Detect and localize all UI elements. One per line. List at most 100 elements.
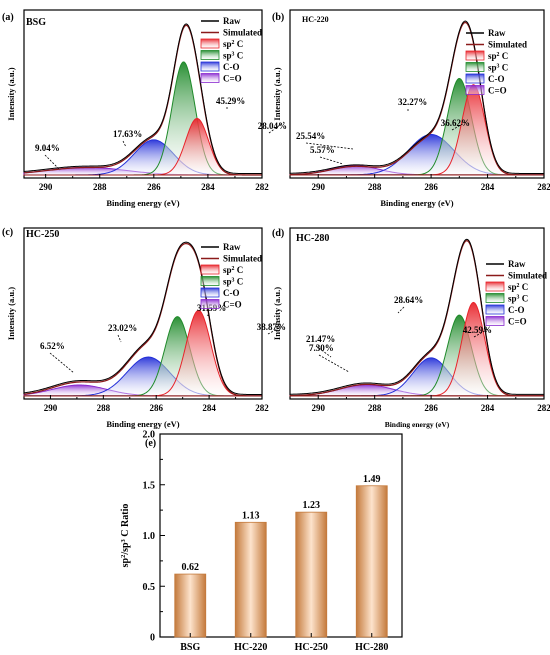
percent-label-sp3: 45.29%	[216, 96, 245, 106]
legend-swatch	[485, 304, 505, 315]
percent-label-sp3: 32.27%	[398, 97, 427, 107]
percent-leader	[267, 325, 284, 335]
percent-leader	[49, 352, 75, 374]
y-axis-label: sp2/sp3 C Ratio	[120, 504, 132, 568]
legend-entry: Simulated	[223, 254, 262, 264]
simulated-curve	[23, 24, 262, 176]
legend-entry: C=O	[223, 74, 242, 84]
sample-title: BSG	[26, 17, 46, 28]
percent-leader	[473, 328, 489, 338]
bar-value-label: 1.23	[303, 500, 321, 511]
legend-swatch	[465, 73, 485, 84]
percent-label-sp2: 38.87%	[257, 322, 286, 332]
x-category-label: HC-280	[355, 642, 388, 653]
x-tick-label: 286	[424, 182, 438, 192]
x-tick-label: 284	[202, 403, 216, 413]
plot-frame	[289, 9, 545, 179]
percent-leader	[315, 345, 332, 358]
plot-frame	[289, 227, 545, 400]
y-axis-label: Intensity (a.u.)	[6, 67, 16, 120]
x-category-label: HC-250	[295, 642, 328, 653]
x-tick-label: 284	[481, 182, 495, 192]
percent-leader	[117, 334, 122, 343]
percent-label-c_o: 9.04%	[35, 143, 60, 153]
percent-leader	[451, 121, 467, 131]
simulated-curve	[289, 21, 544, 176]
legend-entry: sp2 C	[488, 51, 508, 61]
legend-swatch	[485, 281, 505, 292]
legend-swatch	[485, 293, 505, 303]
sample-title: HC-220	[302, 15, 329, 24]
xps-panel-b: (b) HC-220 36.62% 32.27% 25.54% 5.57% 290 288 28…	[272, 9, 550, 208]
bar-hc-220	[234, 521, 267, 638]
percent-label-c_o: 7.30%	[309, 343, 334, 353]
xps-panel-c: (c)HC-25038.87%31.59%23.02%6.52%29028828…	[2, 227, 286, 429]
legend-entry: sp3 C	[508, 294, 528, 304]
y-tick-label: 1.0	[143, 531, 156, 542]
y-axis-label: Intensity (a.u.)	[6, 287, 16, 340]
y-tick-label: 0	[150, 633, 155, 644]
percent-label-sp2: 42.59%	[463, 325, 492, 335]
legend-entry: Raw	[223, 242, 241, 252]
percent-leader	[397, 306, 405, 314]
raw-curve	[289, 238, 544, 395]
percent-leader	[206, 314, 211, 317]
legend-entry: sp3 C	[223, 277, 243, 287]
legend-entry: Simulated	[508, 271, 547, 281]
x-tick-label: 288	[97, 403, 111, 413]
percent-label-sp3: 28.64%	[394, 295, 423, 305]
x-tick-label: 288	[368, 182, 382, 192]
x-tick-label: 282	[255, 182, 269, 192]
bar-value-label: 1.13	[242, 510, 260, 521]
percent-leader	[318, 354, 350, 373]
bar-value-label: 1.49	[363, 474, 381, 485]
percent-label-c_o: 5.57%	[310, 145, 335, 155]
y-tick-label: 0.5	[143, 582, 156, 593]
x-category-label: HC-220	[234, 642, 267, 653]
legend-entry: C-O	[223, 62, 240, 72]
raw-curve	[23, 23, 262, 175]
x-axis-label: Binding energy (eV)	[106, 198, 179, 208]
percent-leader	[268, 121, 285, 134]
x-tick-label: 286	[147, 182, 161, 192]
x-category-label: BSG	[180, 642, 200, 653]
percent-label-c_o: 6.52%	[40, 341, 65, 351]
percent-label-sp2: 36.62%	[441, 118, 470, 128]
legend-swatch	[485, 316, 505, 326]
x-tick-label: 290	[311, 182, 325, 192]
legend-swatch	[200, 299, 220, 309]
legend-entry: C=O	[488, 86, 507, 96]
legend-swatch	[200, 61, 220, 72]
legend-swatch	[200, 73, 220, 83]
simulated-curve	[289, 239, 544, 397]
x-tick-label: 290	[44, 403, 58, 413]
legend-swatch	[465, 50, 485, 61]
x-tick-label: 286	[424, 403, 438, 413]
raw-curve	[23, 241, 262, 395]
bar-value-label: 0.62	[182, 562, 200, 573]
legend-entry: C=O	[223, 300, 242, 310]
legend-entry: Raw	[488, 28, 506, 38]
bar-hc-280	[355, 485, 388, 638]
percent-leader	[122, 140, 127, 148]
legend-swatch	[200, 287, 220, 298]
panel-label: (d)	[272, 228, 284, 239]
legend-entry: sp3 C	[223, 51, 243, 61]
legend-entry: C-O	[488, 74, 505, 84]
y-axis-label: Intensity (a.u.)	[272, 287, 282, 340]
y-tick-label: 2.0	[143, 430, 156, 441]
percent-label-co: 25.54%	[296, 131, 325, 141]
panel-label: (a)	[2, 12, 14, 23]
x-tick-label: 290	[311, 403, 325, 413]
percent-label-co: 21.47%	[306, 334, 335, 344]
legend-entry: Raw	[223, 16, 241, 26]
x-tick-label: 284	[201, 182, 215, 192]
legend-entry: Raw	[508, 259, 526, 269]
legend-swatch	[200, 38, 220, 49]
panel-label: (b)	[272, 12, 284, 23]
legend-swatch	[200, 264, 220, 275]
